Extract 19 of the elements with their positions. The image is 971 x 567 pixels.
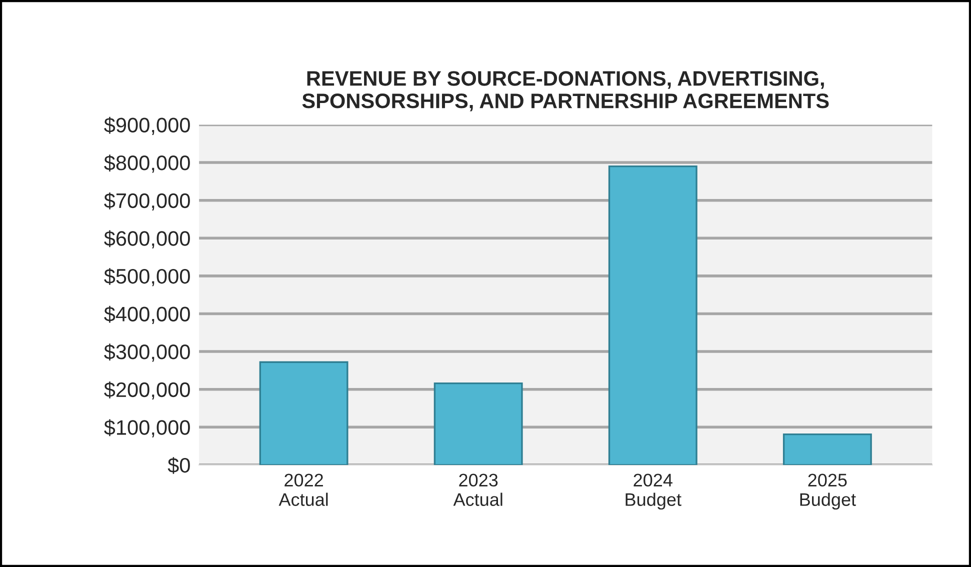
bar bbox=[608, 165, 698, 465]
y-tick-label: $0 bbox=[168, 457, 190, 474]
bar bbox=[782, 433, 872, 465]
y-tick-label: $100,000 bbox=[104, 419, 190, 438]
x-tick-label: 2024 Budget bbox=[626, 474, 682, 510]
chart-title: REVENUE BY SOURCE-DONATIONS, ADVERTISING, SPONSORSHIPS, AND PARTNERSHIP AGREEMENTS bbox=[302, 71, 829, 112]
x-tick-label: 2023 Actual bbox=[453, 474, 502, 506]
bar bbox=[259, 361, 348, 465]
x-tick-label: 2025 Budget bbox=[800, 474, 856, 510]
y-tick-label: $800,000 bbox=[104, 154, 190, 173]
y-tick-label: $500,000 bbox=[104, 268, 190, 286]
y-tick-label: $700,000 bbox=[104, 192, 190, 211]
y-tick-label: $600,000 bbox=[104, 230, 190, 248]
bar bbox=[434, 382, 523, 465]
y-tick-label: $300,000 bbox=[104, 344, 190, 362]
y-tick-label: $400,000 bbox=[104, 306, 190, 324]
y-tick-label: $200,000 bbox=[104, 381, 190, 400]
y-tick-label: $900,000 bbox=[104, 116, 190, 135]
x-tick-label: 2022 Actual bbox=[278, 474, 328, 506]
